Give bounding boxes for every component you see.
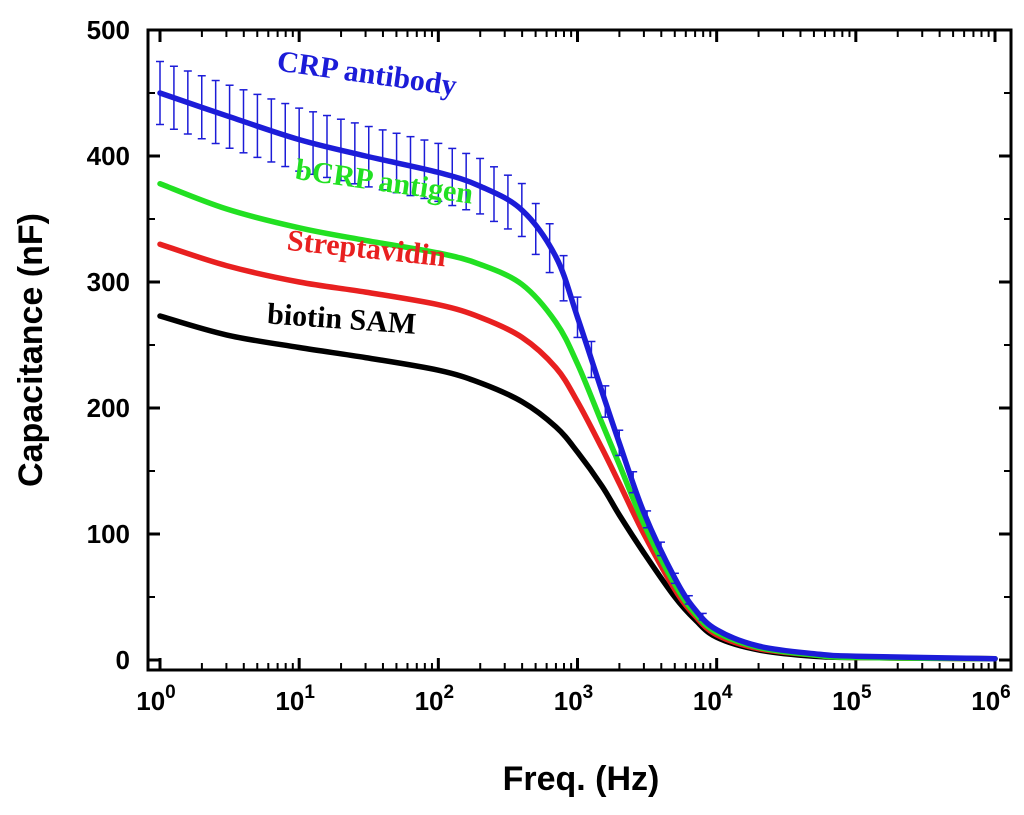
annotation-biotin-sam: biotin SAM	[266, 297, 417, 340]
y-tick-label: 500	[87, 15, 130, 45]
y-axis-title: Capacitance (nF)	[12, 213, 50, 487]
axis-ticks	[148, 28, 1011, 670]
annotation-crp-antibody: CRP antibody	[275, 45, 459, 103]
annotation-streptavidin: Streptavidin	[286, 224, 448, 274]
y-tick-label: 200	[87, 393, 130, 423]
x-tick-label: 105	[832, 682, 872, 716]
x-tick-label: 101	[275, 682, 315, 716]
plot-frame	[146, 28, 1013, 672]
y-tick-label: 400	[87, 141, 130, 171]
series-layer	[156, 60, 998, 662]
y-tick-label: 0	[116, 645, 130, 675]
x-tick-label: 103	[554, 682, 594, 716]
x-tick-label: 106	[971, 682, 1011, 716]
x-tick-label: 104	[693, 682, 733, 716]
x-axis-title: Freq. (Hz)	[503, 760, 660, 798]
x-tick-label: 100	[136, 682, 176, 716]
x-tick-label: 102	[415, 682, 455, 716]
y-tick-label: 300	[87, 267, 130, 297]
series-crp-antibody	[156, 60, 998, 662]
y-tick-label: 100	[87, 519, 130, 549]
series-line	[157, 90, 998, 662]
